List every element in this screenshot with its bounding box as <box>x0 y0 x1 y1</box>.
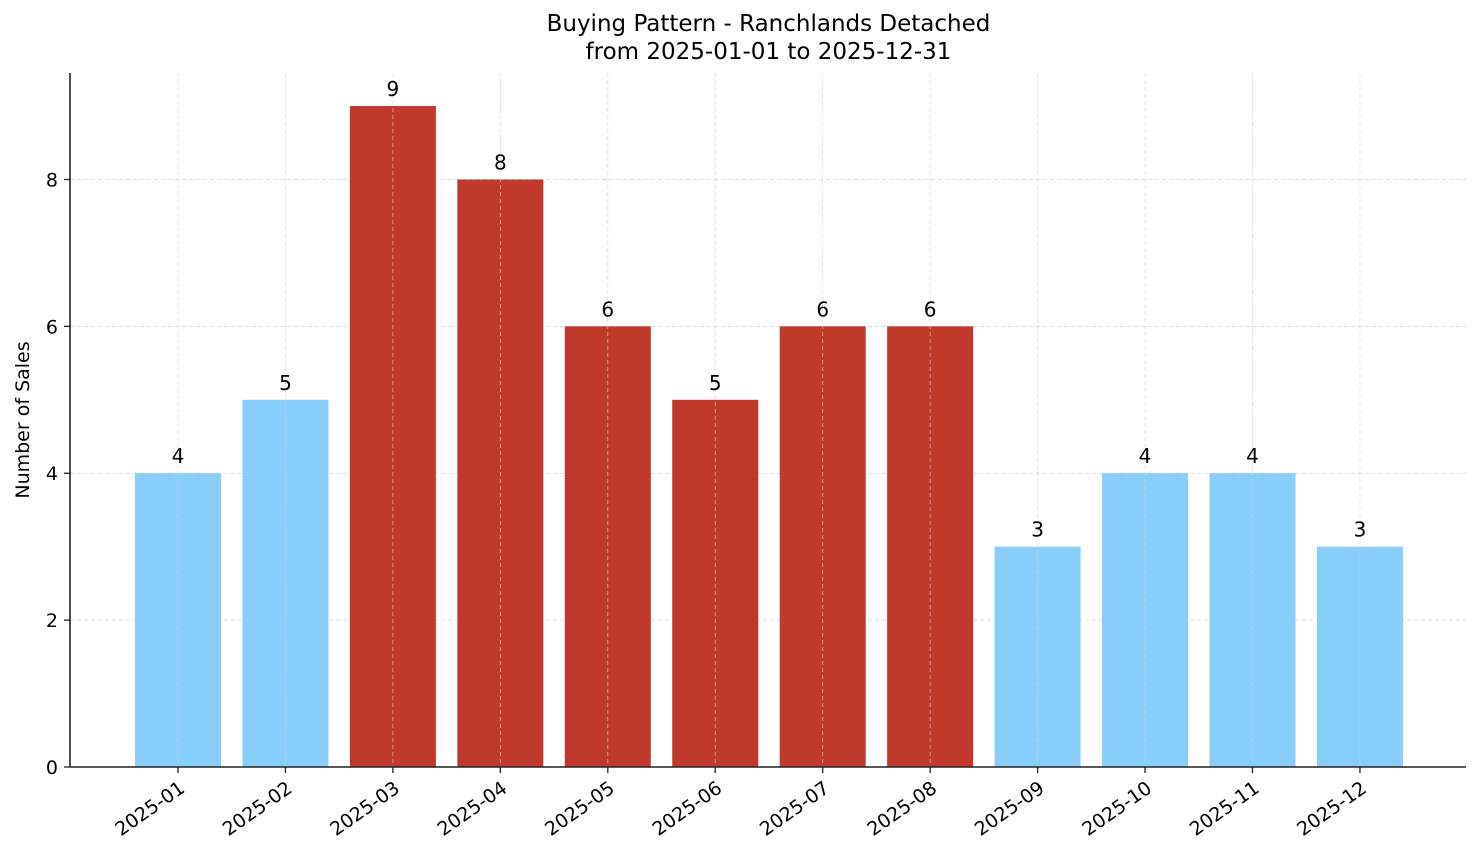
x-tick-label: 2025-09 <box>971 777 1049 841</box>
x-tick-label: 2025-02 <box>219 777 297 841</box>
value-label: 5 <box>709 371 722 395</box>
x-tick-label: 2025-05 <box>541 777 619 841</box>
data-labels: 4 5 9 8 6 5 6 6 3 4 4 3 <box>172 77 1367 542</box>
value-label: 4 <box>1139 444 1152 468</box>
bar-2025-07 <box>779 326 866 767</box>
value-label: 4 <box>1246 444 1259 468</box>
value-label: 6 <box>924 297 937 321</box>
value-label: 6 <box>601 297 614 321</box>
value-label: 4 <box>172 444 185 468</box>
value-label: 9 <box>387 77 400 101</box>
x-tick-label: 2025-12 <box>1293 777 1371 841</box>
value-label: 6 <box>816 297 829 321</box>
chart-title: Buying Pattern - Ranchlands Detached fro… <box>0 10 1481 66</box>
value-label: 3 <box>1354 518 1367 542</box>
y-tick-label: 0 <box>46 757 58 779</box>
chart-title-main: Buying Pattern - Ranchlands Detached <box>546 11 991 37</box>
chart-subtitle: from 2025-01-01 to 2025-12-31 <box>585 39 952 65</box>
x-tick-label: 2025-01 <box>111 777 189 841</box>
vertical-gridlines <box>177 73 1361 767</box>
x-tick-label: 2025-08 <box>863 777 941 841</box>
x-tick-label: 2025-11 <box>1186 777 1264 841</box>
value-label: 5 <box>279 371 292 395</box>
y-tick-label: 2 <box>46 610 58 632</box>
x-tick-label: 2025-10 <box>1078 777 1156 841</box>
y-tick-label: 6 <box>46 316 58 338</box>
y-tick-label: 8 <box>46 169 58 191</box>
x-tick-label: 2025-07 <box>756 777 834 841</box>
x-tick-label: 2025-03 <box>326 777 404 841</box>
y-tick-label: 4 <box>46 463 58 485</box>
bar-2025-08 <box>887 326 974 767</box>
bar-2025-03 <box>349 106 436 768</box>
value-label: 8 <box>494 150 507 174</box>
x-tick-label: 2025-06 <box>648 777 726 841</box>
x-tick-label: 2025-04 <box>434 777 512 841</box>
bars <box>135 106 1403 768</box>
value-label: 3 <box>1031 518 1044 542</box>
bar-2025-05 <box>564 326 651 767</box>
